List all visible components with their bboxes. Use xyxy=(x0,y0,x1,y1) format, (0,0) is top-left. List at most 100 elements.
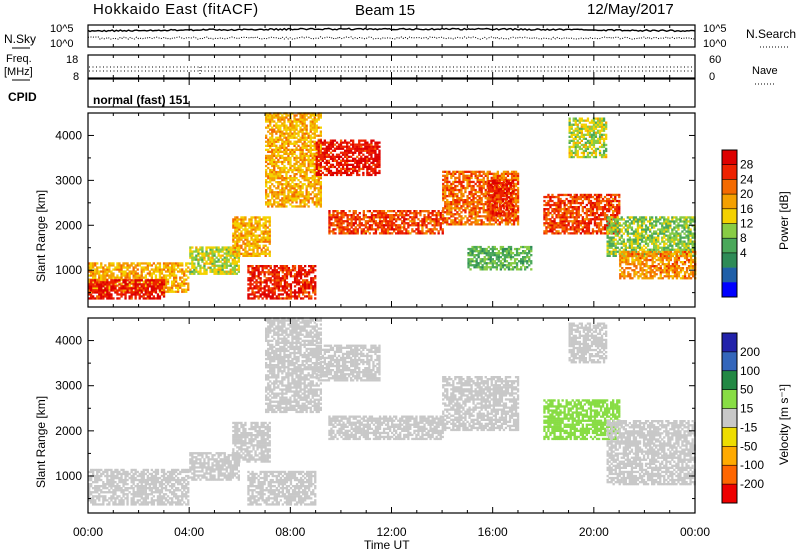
heatmap-cell xyxy=(470,209,472,211)
heatmap-cell xyxy=(466,197,468,199)
heatmap-cell xyxy=(267,175,269,177)
heatmap-cell xyxy=(133,270,135,272)
heatmap-cell xyxy=(236,263,238,265)
heatmap-cell xyxy=(359,218,361,220)
heatmap-cell xyxy=(165,270,167,272)
heatmap-cell xyxy=(265,165,267,167)
heatmap-cell xyxy=(230,271,232,273)
heatmap-cell xyxy=(282,269,284,271)
heatmap-cell xyxy=(259,226,261,228)
heatmap-cell xyxy=(240,224,242,226)
heatmap-cell xyxy=(488,196,490,198)
heatmap-cell xyxy=(308,183,310,185)
heatmap-cell xyxy=(493,217,495,219)
heatmap-cell xyxy=(149,295,151,297)
heatmap-cell xyxy=(320,114,322,116)
heatmap-cell xyxy=(287,135,289,137)
heatmap-cell xyxy=(308,195,310,197)
heatmap-cell xyxy=(545,226,547,228)
heatmap-cell xyxy=(378,150,380,152)
heatmap-cell xyxy=(508,200,510,202)
heatmap-cell xyxy=(191,257,193,259)
heatmap-cell xyxy=(318,116,320,118)
heatmap-cell xyxy=(268,279,270,281)
heatmap-cell xyxy=(270,279,272,281)
heatmap-cell xyxy=(524,246,526,248)
heatmap-cell xyxy=(353,232,355,234)
heatmap-cell xyxy=(122,281,124,283)
heatmap-cell xyxy=(289,137,291,139)
heatmap-cell xyxy=(304,135,306,137)
heatmap-cell xyxy=(253,287,255,289)
heatmap-cell xyxy=(269,251,271,253)
heatmap-cell xyxy=(492,198,494,200)
heatmap-cell xyxy=(300,267,302,269)
heatmap-cell xyxy=(334,172,336,174)
heatmap-cell xyxy=(203,267,205,269)
heatmap-cell xyxy=(288,267,290,269)
heatmap-cell xyxy=(500,190,502,192)
heatmap-cell xyxy=(467,260,469,262)
heatmap-cell xyxy=(199,269,201,271)
heatmap-cell xyxy=(293,153,295,155)
heatmap-cell xyxy=(304,269,306,271)
heatmap-cell xyxy=(224,252,226,254)
heatmap-cell xyxy=(373,232,375,234)
heatmap-cell xyxy=(108,268,110,270)
heatmap-cell xyxy=(251,267,253,269)
heatmap-cell xyxy=(295,137,297,139)
heatmap-cell xyxy=(297,120,299,122)
heatmap-cell xyxy=(175,274,177,276)
heatmap-cell xyxy=(135,283,137,285)
heatmap-cell xyxy=(278,295,280,297)
heatmap-cell xyxy=(407,230,409,232)
heatmap-cell xyxy=(167,283,169,285)
heatmap-cell xyxy=(442,232,444,234)
heatmap-cell xyxy=(283,177,285,179)
heatmap-cell xyxy=(488,180,490,182)
heatmap-cell xyxy=(470,195,472,197)
heatmap-cell xyxy=(299,205,301,207)
heatmap-cell xyxy=(346,144,348,146)
heatmap-cell xyxy=(318,187,320,189)
heatmap-cell xyxy=(244,224,246,226)
heatmap-cell xyxy=(151,289,153,291)
heatmap-cell xyxy=(277,197,279,199)
heatmap-cell xyxy=(302,201,304,203)
heatmap-cell xyxy=(234,247,236,249)
heatmap-cell xyxy=(263,235,265,237)
heatmap-cell xyxy=(472,199,474,201)
heatmap-cell xyxy=(197,273,199,275)
heatmap-cell xyxy=(334,166,336,168)
heatmap-cell xyxy=(476,258,478,260)
heatmap-cell xyxy=(96,285,98,287)
heatmap-cell xyxy=(218,271,220,273)
heatmap-cell xyxy=(277,155,279,157)
heatmap-cell xyxy=(332,230,334,232)
heatmap-cell xyxy=(286,297,288,299)
heatmap-cell xyxy=(285,173,287,175)
heatmap-cell xyxy=(328,212,330,214)
heatmap-cell xyxy=(530,262,532,264)
heatmap-cell xyxy=(259,228,261,230)
heatmap-cell xyxy=(306,169,308,171)
heatmap-cell xyxy=(526,254,528,256)
heatmap-cell xyxy=(299,120,301,122)
heatmap-cell xyxy=(96,266,98,268)
heatmap-cell xyxy=(312,199,314,201)
heatmap-cell xyxy=(442,179,444,181)
heatmap-cell xyxy=(175,287,177,289)
heatmap-cell xyxy=(347,218,349,220)
heatmap-cell xyxy=(120,295,122,297)
heatmap-cell xyxy=(440,224,442,226)
heatmap-cell xyxy=(334,216,336,218)
heatmap-cell xyxy=(326,162,328,164)
heatmap-cell xyxy=(133,291,135,293)
heatmap-cell xyxy=(512,262,514,264)
heatmap-cell xyxy=(345,212,347,214)
heatmap-cell xyxy=(496,186,498,188)
heatmap-cell xyxy=(367,222,369,224)
heatmap-cell xyxy=(269,218,271,220)
heatmap-cell xyxy=(488,192,490,194)
heatmap-cell xyxy=(559,202,561,204)
